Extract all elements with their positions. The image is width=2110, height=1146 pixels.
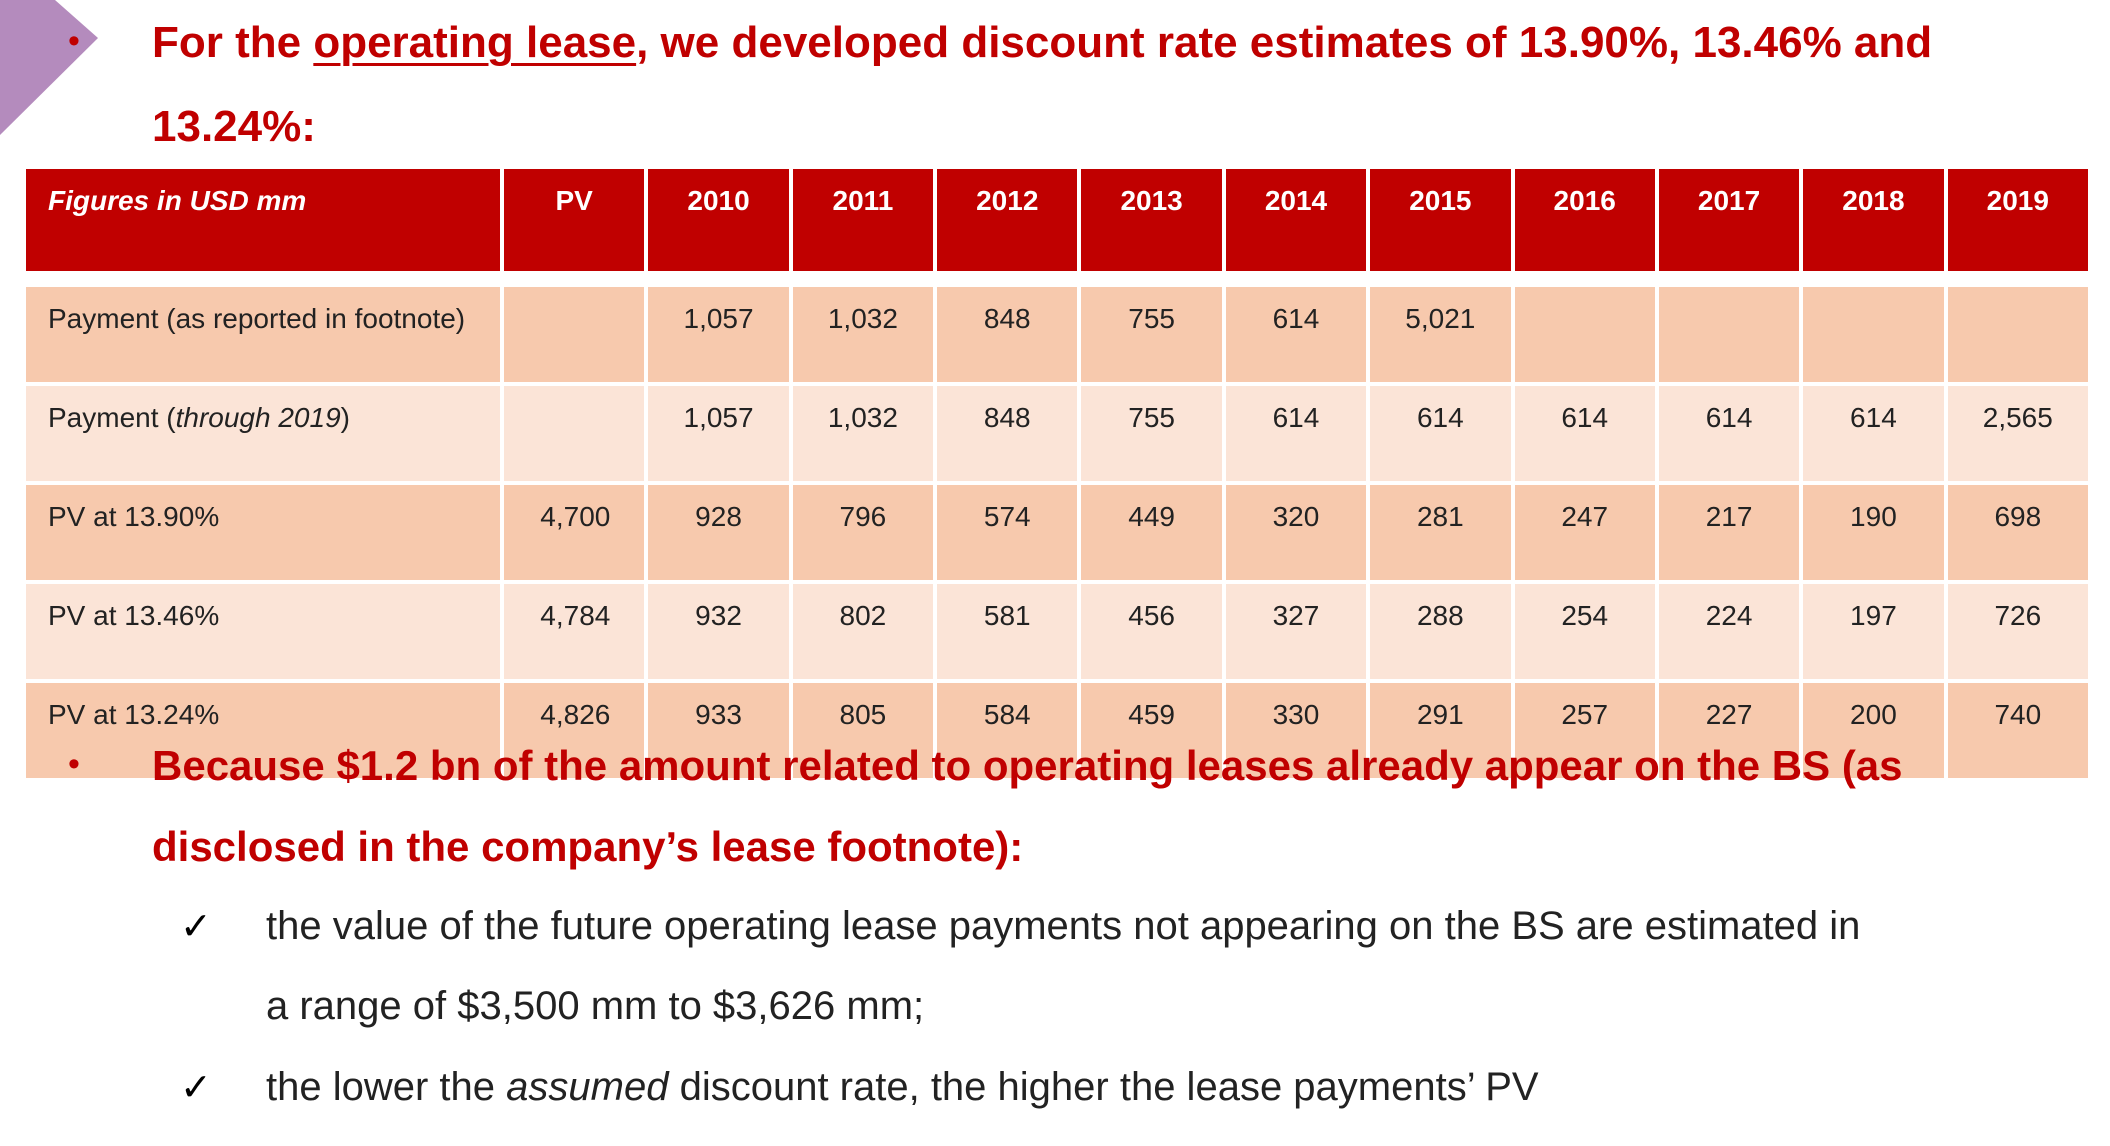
value-cell [1658,287,1800,382]
col-header-2016: 2016 [1514,169,1655,271]
value-cell: 1,032 [792,386,934,481]
col-header-2011: 2011 [792,169,934,271]
value-cell: 726 [1947,584,2088,679]
pv-cell: 4,784 [504,584,645,679]
value-cell: 796 [792,485,934,580]
value-cell: 254 [1514,584,1655,679]
bs-note-line2: disclosed in the company’s lease footnot… [152,823,1024,870]
col-header-pv: PV [504,169,645,271]
value-cell: 291 [1370,683,1511,778]
row-label: Payment (through 2019) [26,386,500,481]
check-item-1-line2: a range of $3,500 mm to $3,626 mm; [266,984,925,1028]
col-header-2015: 2015 [1370,169,1511,271]
value-cell: 574 [937,485,1078,580]
value-cell: 320 [1225,485,1367,580]
bs-note-line1: Because $1.2 bn of the amount related to… [152,742,1903,789]
value-cell: 200 [1803,683,1944,778]
value-cell: 805 [792,683,934,778]
value-cell: 327 [1225,584,1367,679]
value-cell: 227 [1658,683,1800,778]
value-cell: 740 [1947,683,2088,778]
value-cell: 1,057 [648,287,789,382]
value-cell: 614 [1225,287,1367,382]
col-header-2017: 2017 [1658,169,1800,271]
value-cell: 698 [1947,485,2088,580]
col-header-label: Figures in USD mm [26,169,500,271]
intro-heading-line2: 13.24%: [152,102,316,151]
intro-heading: For the operating lease, we developed di… [152,2,1932,84]
value-cell: 197 [1803,584,1944,679]
value-cell: 459 [1081,683,1222,778]
table-row: PV at 13.24% 4,826 933 805 584 459 330 2… [26,683,2088,778]
bullet-icon: • [68,745,80,783]
value-cell [1947,287,2088,382]
table-row: Payment (through 2019) 1,057 1,032 848 7… [26,386,2088,481]
value-cell: 755 [1081,386,1222,481]
col-header-2018: 2018 [1803,169,1944,271]
value-cell: 288 [1370,584,1511,679]
value-cell [1803,287,1944,382]
value-cell: 614 [1514,386,1655,481]
table-row: Payment (as reported in footnote) 1,057 … [26,287,2088,382]
value-cell: 755 [1081,287,1222,382]
check-item-2: the lower the assumed discount rate, the… [266,1065,1539,1109]
value-cell: 614 [1370,386,1511,481]
value-cell: 614 [1225,386,1367,481]
value-cell: 802 [792,584,934,679]
col-header-2012: 2012 [937,169,1078,271]
value-cell: 1,032 [792,287,934,382]
pv-cell [504,287,645,382]
table-row: PV at 13.46% 4,784 932 802 581 456 327 2… [26,584,2088,679]
col-header-2013: 2013 [1081,169,1222,271]
value-cell: 932 [648,584,789,679]
checkmark-icon: ✓ [180,906,212,948]
value-cell: 456 [1081,584,1222,679]
operating-lease-term: operating lease [313,18,637,67]
value-cell: 848 [937,287,1078,382]
value-cell: 257 [1514,683,1655,778]
value-cell: 190 [1803,485,1944,580]
row-label: PV at 13.24% [26,683,500,778]
value-cell: 581 [937,584,1078,679]
intro-prefix: For the [152,18,314,67]
check-item-1-line1: the value of the future operating lease … [266,904,1861,948]
value-cell: 5,021 [1370,287,1511,382]
checkmark-icon: ✓ [180,1067,212,1109]
intro-suffix: , we developed discount rate estimates o… [636,18,1933,67]
value-cell: 928 [648,485,789,580]
value-cell: 330 [1225,683,1367,778]
value-cell [1514,287,1655,382]
row-label: Payment (as reported in footnote) [26,287,500,382]
value-cell: 281 [1370,485,1511,580]
row-label: PV at 13.46% [26,584,500,679]
corner-arrow-decoration [0,0,98,135]
value-cell: 848 [937,386,1078,481]
pv-cell: 4,700 [504,485,645,580]
pv-cell: 4,826 [504,683,645,778]
value-cell: 614 [1658,386,1800,481]
bullet-icon: • [68,22,80,60]
table-row: PV at 13.90% 4,700 928 796 574 449 320 2… [26,485,2088,580]
value-cell: 933 [648,683,789,778]
col-header-2010: 2010 [648,169,789,271]
table-header-row: Figures in USD mm PV 2010 2011 2012 2013… [26,169,2088,271]
value-cell: 217 [1658,485,1800,580]
col-header-2019: 2019 [1947,169,2088,271]
value-cell: 247 [1514,485,1655,580]
pv-cell [504,386,645,481]
lease-discount-table: Figures in USD mm PV 2010 2011 2012 2013… [22,165,2092,782]
value-cell: 614 [1803,386,1944,481]
col-header-2014: 2014 [1225,169,1367,271]
row-label: PV at 13.90% [26,485,500,580]
value-cell: 449 [1081,485,1222,580]
value-cell: 2,565 [1947,386,2088,481]
value-cell: 584 [937,683,1078,778]
value-cell: 224 [1658,584,1800,679]
value-cell: 1,057 [648,386,789,481]
